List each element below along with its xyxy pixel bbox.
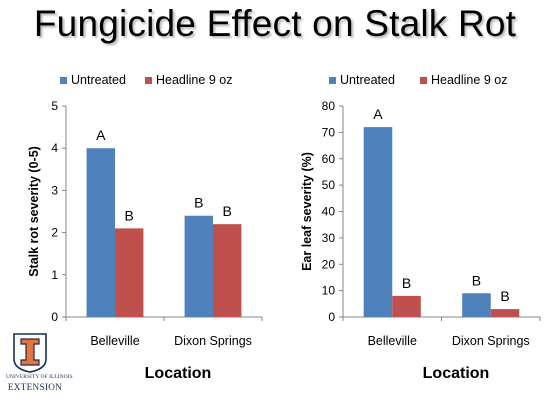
chart1-bar-headline-2 bbox=[213, 224, 242, 317]
logo-university-text: UNIVERSITY OF ILLINOIS bbox=[6, 374, 73, 380]
chart2-y-tick-label: 80 bbox=[322, 99, 336, 113]
chart2-significance-letter: A bbox=[373, 106, 383, 122]
chart1-significance-letter: B bbox=[223, 203, 232, 219]
chart1-significance-letter: B bbox=[125, 207, 134, 223]
chart2-bar-headline-2 bbox=[490, 309, 520, 317]
chart2-y-tick-label: 20 bbox=[322, 257, 336, 271]
chart2-legend-swatch-1 bbox=[329, 77, 336, 84]
chart2-x-axis-title: Location bbox=[423, 365, 490, 382]
chart1-significance-letter: A bbox=[96, 127, 106, 143]
chart1-y-tick-label: 3 bbox=[51, 183, 58, 197]
chart1-y-tick-label: 2 bbox=[51, 226, 58, 240]
chart1-y-tick-label: 4 bbox=[51, 141, 58, 155]
chart1-y-axis-title: Stalk rot severity (0-5) bbox=[27, 146, 41, 277]
chart2-y-axis-title: Ear leaf severity (%) bbox=[300, 152, 314, 271]
slide-title: Fungicide Effect on Stalk Rot bbox=[33, 3, 517, 44]
chart2-bar-headline-1 bbox=[392, 295, 421, 317]
chart2-significance-letter: B bbox=[472, 272, 481, 288]
chart1-y-tick-label: 5 bbox=[51, 99, 58, 113]
chart2-y-tick-label: 60 bbox=[322, 152, 336, 166]
chart2-x-tick-label: Belleville bbox=[368, 334, 417, 348]
chart2-y-tick-label: 40 bbox=[322, 205, 336, 219]
chart2-significance-letter: B bbox=[402, 275, 411, 291]
chart1-legend-label-1: Untreated bbox=[71, 73, 126, 87]
chart2-legend-label-1: Untreated bbox=[340, 73, 395, 87]
illinois-block-i-shield-icon bbox=[13, 333, 47, 373]
chart2-bar-untreated-2 bbox=[462, 293, 491, 317]
chart2-y-tick-label: 0 bbox=[328, 310, 335, 324]
chart1-y-tick-label: 1 bbox=[51, 268, 58, 282]
chart2-y-tick-label: 70 bbox=[322, 125, 336, 139]
chart1-bar-untreated-2 bbox=[184, 215, 213, 317]
chart1-y-tick-label: 0 bbox=[51, 310, 58, 324]
chart2-bar-untreated-1 bbox=[363, 127, 393, 317]
chart2-significance-letter: B bbox=[500, 288, 509, 304]
chart1-bar-headline-1 bbox=[115, 228, 144, 317]
chart2-y-tick-label: 10 bbox=[322, 284, 336, 298]
chart1-legend-swatch-1 bbox=[60, 77, 67, 84]
chart2-y-tick-label: 50 bbox=[322, 178, 336, 192]
chart2-y-tick-label: 30 bbox=[322, 231, 336, 245]
chart2-x-tick-label: Dixon Springs bbox=[452, 334, 530, 348]
chart1-significance-letter: B bbox=[194, 195, 203, 211]
chart1-bar-untreated-1 bbox=[86, 148, 115, 317]
chart1-x-tick-label: Dixon Springs bbox=[174, 334, 252, 348]
logo-extension-text: EXTENSION bbox=[7, 382, 63, 392]
chart1-legend-label-2: Headline 9 oz bbox=[156, 73, 232, 87]
chart1-x-tick-label: Belleville bbox=[90, 334, 139, 348]
university-logo: UNIVERSITY OF ILLINOIS EXTENSION bbox=[6, 333, 73, 399]
chart2-legend-label-2: Headline 9 oz bbox=[431, 73, 507, 87]
chart1-x-axis-title: Location bbox=[145, 365, 212, 382]
chart1-legend-swatch-2 bbox=[145, 77, 152, 84]
chart2-legend-swatch-2 bbox=[420, 77, 427, 84]
